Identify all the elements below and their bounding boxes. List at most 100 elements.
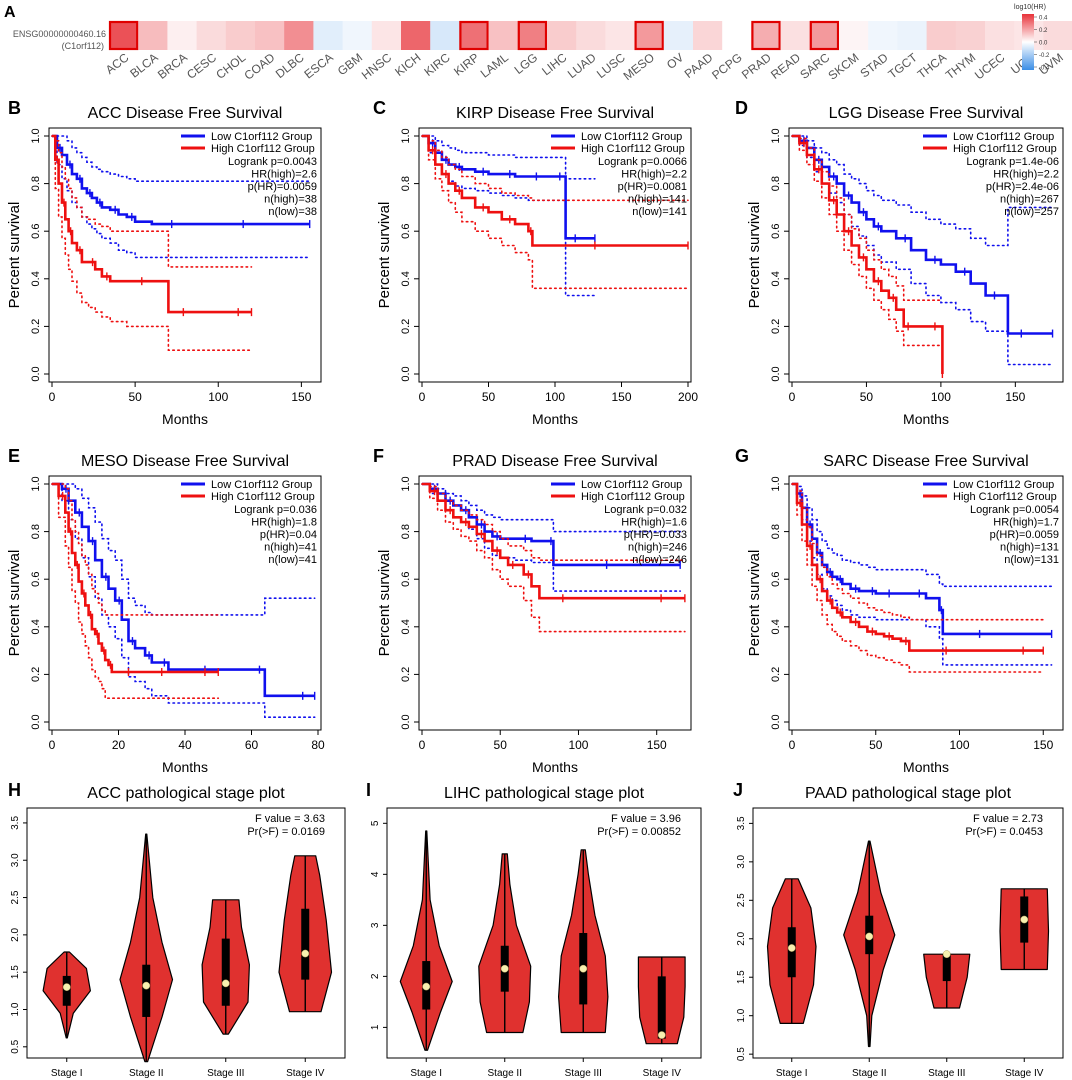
- km-panel-e: E MESO Disease Free Survival 0.0 0.2 0.4 0.6 0…: [6, 446, 325, 775]
- km-panel-d: D LGG Disease Free Survival 0.0 0.2 0.4 0.6 0.…: [735, 98, 1064, 427]
- heatmap-legend-tick-label: 0.2: [1039, 28, 1048, 34]
- km-plot-frame: [788, 475, 1064, 731]
- heatmap-cell-kich: [401, 21, 431, 50]
- heatmap-cell-luad: [576, 21, 606, 50]
- panel-letter-c: C: [373, 98, 386, 118]
- km-legend-high-label: High C1orf112 Group: [211, 143, 315, 155]
- km-stat-text: Logrank p=0.032: [604, 504, 687, 516]
- violin-iqr-box: [221, 938, 230, 1006]
- heatmap-cell-uvm: [1043, 21, 1072, 50]
- heatmap-legend-tick-label: 0.0: [1039, 41, 1048, 47]
- km-y-tick-label: 1.0: [770, 476, 782, 491]
- km-title: MESO Disease Free Survival: [81, 453, 289, 470]
- km-legend-high-label: High C1orf112 Group: [581, 143, 685, 155]
- km-x-tick-label: 150: [1005, 390, 1025, 404]
- violin-median-dot: [865, 932, 874, 941]
- km-stat-text: HR(high)=1.7: [993, 517, 1059, 529]
- km-x-tick-label: 150: [647, 738, 667, 752]
- heatmap-gene-name: (C1orf112): [62, 41, 104, 51]
- violin-y-tick-label: 3.0: [10, 853, 21, 867]
- km-ci-upper-high: [51, 483, 220, 616]
- panel-letter-d: D: [735, 98, 748, 118]
- heatmap-cell-ucec: [985, 21, 1015, 50]
- km-y-tick-label: 0.6: [30, 572, 42, 587]
- violin-y-tick-label: 0.5: [736, 1047, 747, 1061]
- km-y-axis-label: Percent survival: [6, 550, 23, 657]
- km-curve-low: [52, 482, 315, 698]
- km-y-tick-label: 0.8: [30, 524, 42, 539]
- violin-y-tick-label: 2.0: [736, 931, 747, 945]
- violin-panel-h: H ACC pathological stage plot 0.5 1.0 1.5 2.0…: [8, 780, 346, 1079]
- violin-iqr-box: [142, 964, 151, 1017]
- violin-y-tick-label: 0.5: [10, 1039, 21, 1053]
- km-y-tick-label: 0.0: [400, 366, 412, 381]
- km-x-axis-label: Months: [903, 759, 949, 775]
- km-stat-text: HR(high)=2.2: [993, 169, 1059, 181]
- km-ci-lower-low: [421, 135, 596, 297]
- km-x-tick-label: 150: [291, 390, 311, 404]
- km-x-tick-label: 200: [678, 390, 698, 404]
- panel-letter-a: A: [4, 4, 16, 21]
- km-plot-frame: [788, 127, 1064, 383]
- km-stat-text: n(high)=38: [264, 194, 317, 206]
- km-y-tick-label: 1.0: [30, 128, 42, 143]
- violin-median-dot: [1020, 915, 1029, 924]
- heatmap-cell-thca: [926, 21, 957, 50]
- violin-y-tick-label: 1.5: [10, 965, 21, 979]
- violin-x-tick-label: Stage III: [928, 1068, 965, 1079]
- km-stat-text: Logrank p=0.0054: [970, 504, 1059, 516]
- violin-x-tick-label: Stage IV: [643, 1068, 682, 1079]
- violin-x-tick-label: Stage I: [776, 1068, 808, 1079]
- violin-y-tick-label: 1.0: [10, 1002, 21, 1016]
- km-legend-low-label: Low C1orf112 Group: [581, 479, 682, 491]
- violin-y-tick-label: 3.5: [736, 816, 747, 830]
- km-x-tick-label: 0: [789, 390, 796, 404]
- violin-y-tick-label: 3.5: [10, 816, 21, 830]
- km-stat-text: Logrank p=0.036: [234, 504, 317, 516]
- km-stat-text: p(HR)=0.033: [624, 529, 687, 541]
- km-x-tick-label: 50: [869, 738, 883, 752]
- km-panel-f: F PRAD Disease Free Survival 0.0 0.2 0.4 0.6 0…: [373, 446, 692, 775]
- km-title: ACC Disease Free Survival: [88, 105, 283, 122]
- km-x-tick-label: 80: [311, 738, 325, 752]
- heatmap-cell-coad: [255, 21, 285, 50]
- violin-panel-i: I LIHC pathological stage plot 1 2 3 4 5 Stage …: [366, 780, 702, 1079]
- violin-x-tick-label: Stage IV: [1005, 1068, 1044, 1079]
- heatmap-cell-thym: [955, 21, 986, 50]
- km-curve-low: [422, 134, 595, 240]
- violin-y-tick-label: 1.5: [736, 970, 747, 984]
- km-curve-low: [52, 134, 310, 226]
- heatmap-cell-stad: [868, 21, 898, 50]
- heatmap-cell-laml: [488, 21, 519, 50]
- km-stat-text: p(HR)=2.4e-06: [986, 181, 1059, 193]
- violin-median-dot: [142, 981, 151, 990]
- km-legend-high-label: High C1orf112 Group: [211, 491, 315, 503]
- km-stat-text: HR(high)=1.6: [621, 517, 687, 529]
- heatmap-cell-hnsc: [371, 21, 402, 50]
- violin-x-tick-label: Stage IV: [286, 1068, 325, 1079]
- km-ci-lower-high: [51, 135, 253, 351]
- violin-y-tick-label: 2: [370, 973, 381, 979]
- heatmap-cell-esca: [313, 21, 344, 50]
- violin-x-tick-label: Stage I: [51, 1068, 83, 1079]
- km-y-tick-label: 0.8: [400, 176, 412, 191]
- panel-letter-g: G: [735, 446, 749, 466]
- km-ci-lower-high: [51, 483, 220, 699]
- km-ci-upper-low: [421, 135, 596, 180]
- km-y-tick-label: 0.2: [30, 667, 42, 682]
- heatmap-cell-kirc: [430, 21, 460, 50]
- heatmap-cell-pcpg: [722, 21, 752, 50]
- km-y-axis-label: Percent survival: [376, 202, 393, 309]
- km-ci-upper-low: [421, 483, 681, 533]
- heatmap-cells: [108, 20, 1072, 51]
- heatmap-highlight-meso: [634, 20, 664, 51]
- km-y-tick-label: 0.2: [770, 667, 782, 682]
- km-y-tick-label: 0.4: [770, 271, 782, 286]
- heatmap-cell-acc: [109, 21, 139, 50]
- km-ci-upper-high: [421, 483, 686, 561]
- violin-median-dot: [301, 949, 310, 958]
- violin-x-tick-label: Stage I: [410, 1068, 442, 1079]
- heatmap-cell-gbm: [342, 21, 373, 50]
- km-y-tick-label: 0.8: [770, 524, 782, 539]
- km-x-tick-label: 100: [931, 390, 951, 404]
